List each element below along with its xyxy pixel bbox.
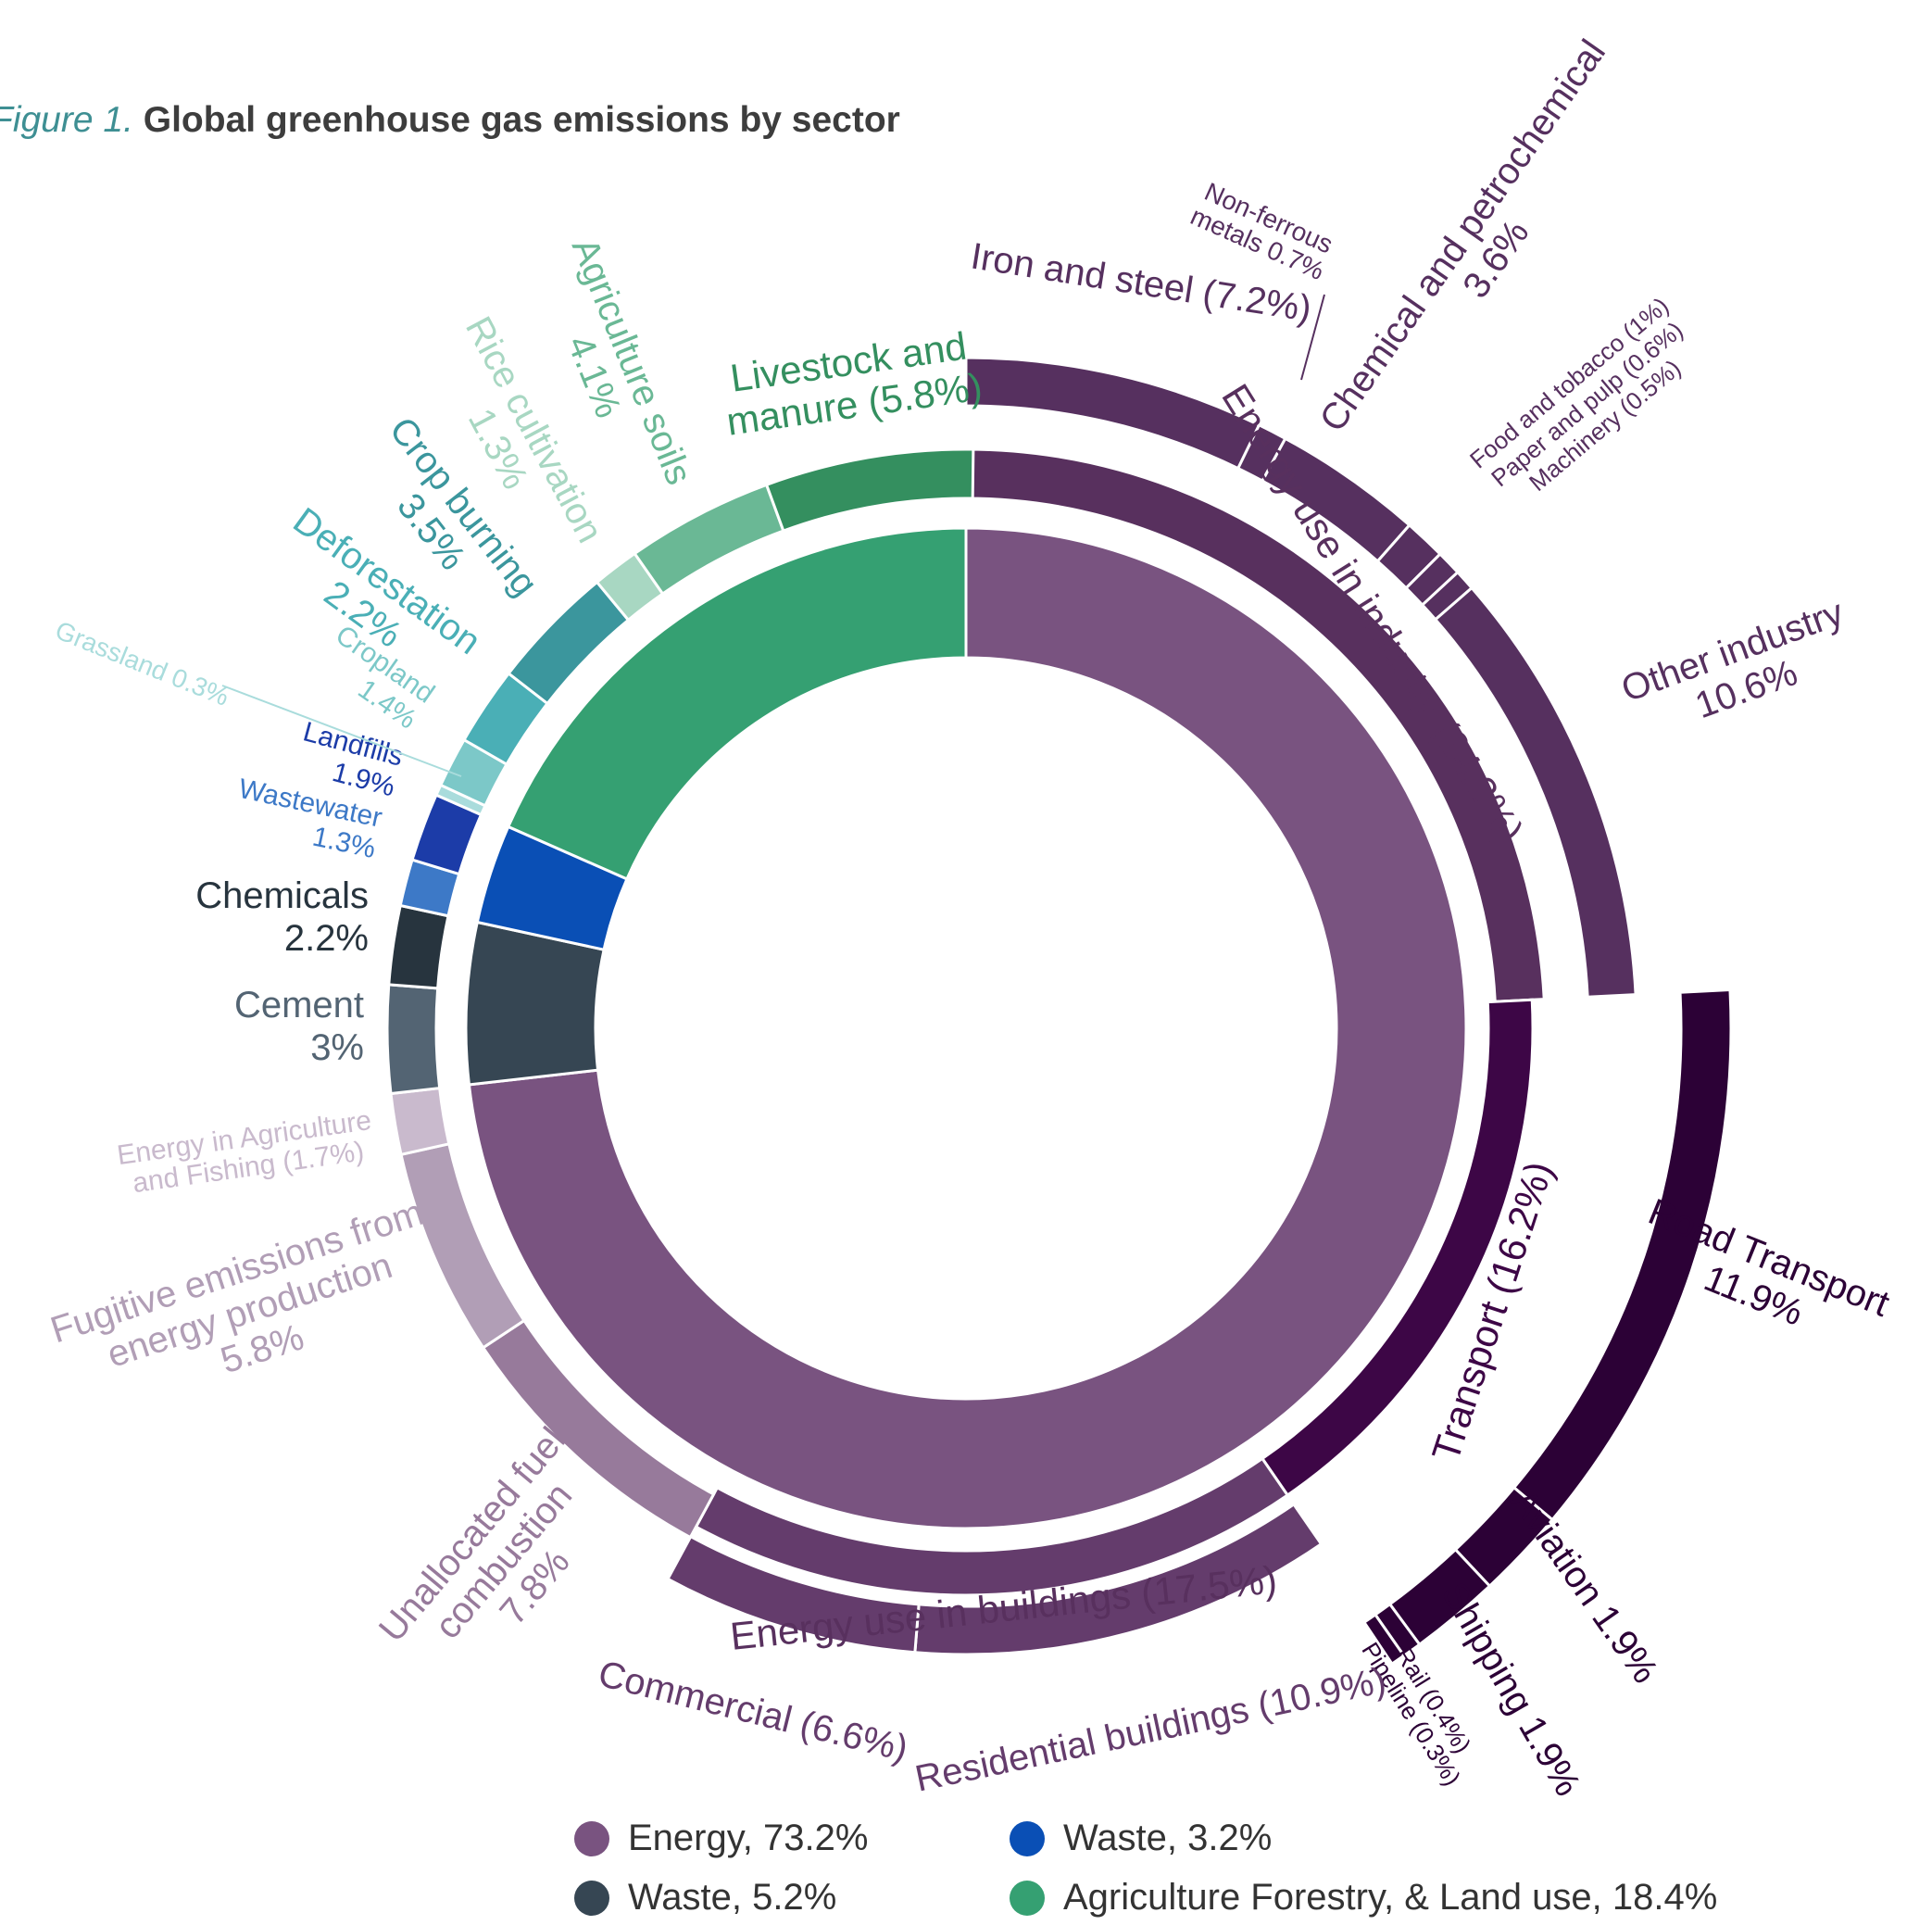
leader-line-non-ferrous: [1300, 294, 1325, 381]
chart-legend: Energy, 73.2% Waste, 3.2% Waste, 5.2% Ag…: [574, 1818, 1778, 1919]
middle-ring-segment-cement-3: [385, 983, 442, 1096]
leader-line-grassland: [221, 685, 462, 777]
label-commercial: Commercial (6.6%): [595, 1654, 912, 1770]
label-livestock-manure: Livestock andmanure (5.8%): [718, 322, 985, 444]
legend-item: Energy, 73.2%: [574, 1818, 868, 1859]
label-cement: Cement 3%: [234, 985, 364, 1068]
chart-title: Figure 1. Global greenhouse gas emission…: [0, 100, 900, 141]
legend-item: Waste, 5.2%: [574, 1877, 836, 1919]
middle-ring-segment-energy-in-agriculture-and-fishing-1-7: [389, 1086, 451, 1157]
outer-ring-segment-other-industry-10-6: [1433, 585, 1637, 999]
label-residential-buildings: Residential buildings (10.9%): [911, 1660, 1389, 1800]
legend-label: Waste, 5.2%: [628, 1877, 837, 1918]
label-chemicals: Chemicals 2.2%: [195, 875, 369, 959]
label-food-paper-machinery: Food and tobacco (1%)Paper and pulp (0.6…: [1464, 292, 1710, 517]
legend-item: Waste, 3.2%: [1010, 1818, 1272, 1859]
outer-ring-segment-pipeline-0-3: [1361, 1612, 1406, 1667]
label-fugitive-emissions: Fugitive emissions fromenergy production…: [45, 1192, 453, 1428]
inner-ring-segment-energy: [467, 526, 1468, 1530]
label-grassland: Grassland 0.3%: [51, 616, 232, 711]
legend-swatch: [574, 1820, 609, 1856]
label-non-ferrous: Non-ferrousmetals 0.7%: [1186, 176, 1340, 285]
figure-label: Figure 1.: [0, 100, 133, 140]
chart-title-text: Global greenhouse gas emissions by secto…: [143, 100, 900, 140]
legend-label: Waste, 3.2%: [1063, 1818, 1273, 1858]
middle-ring-segment-livestock-and-manure-5-8: [764, 447, 975, 533]
legend-label: Energy, 73.2%: [628, 1818, 869, 1858]
label-energy-agriculture-fishing: Energy in Agricultureand Fishing (1.7%): [115, 1105, 377, 1201]
label-other-industry: Other industry10.6%: [1616, 592, 1863, 749]
legend-swatch: [574, 1880, 609, 1916]
outer-ring-segment-commercial-6-6: [666, 1534, 921, 1654]
label-aviation: Aviation 1.9%: [1503, 1482, 1666, 1691]
inner-ring-segment-agriculture-forestry-land-use: [506, 526, 968, 881]
legend-label: Agriculture Forestry, & Land use, 18.4%: [1063, 1877, 1718, 1918]
middle-ring-segment-energy-use-in-industry-24-2: [964, 447, 1546, 1003]
legend-item: Agriculture Forestry, & Land use, 18.4%: [1010, 1877, 1717, 1919]
legend-swatch: [1010, 1820, 1045, 1856]
middle-ring-segment-chemicals-2-2: [387, 903, 450, 990]
legend-swatch: [1010, 1880, 1045, 1916]
outer-ring-segment-road-transport-11-9: [1512, 988, 1733, 1522]
